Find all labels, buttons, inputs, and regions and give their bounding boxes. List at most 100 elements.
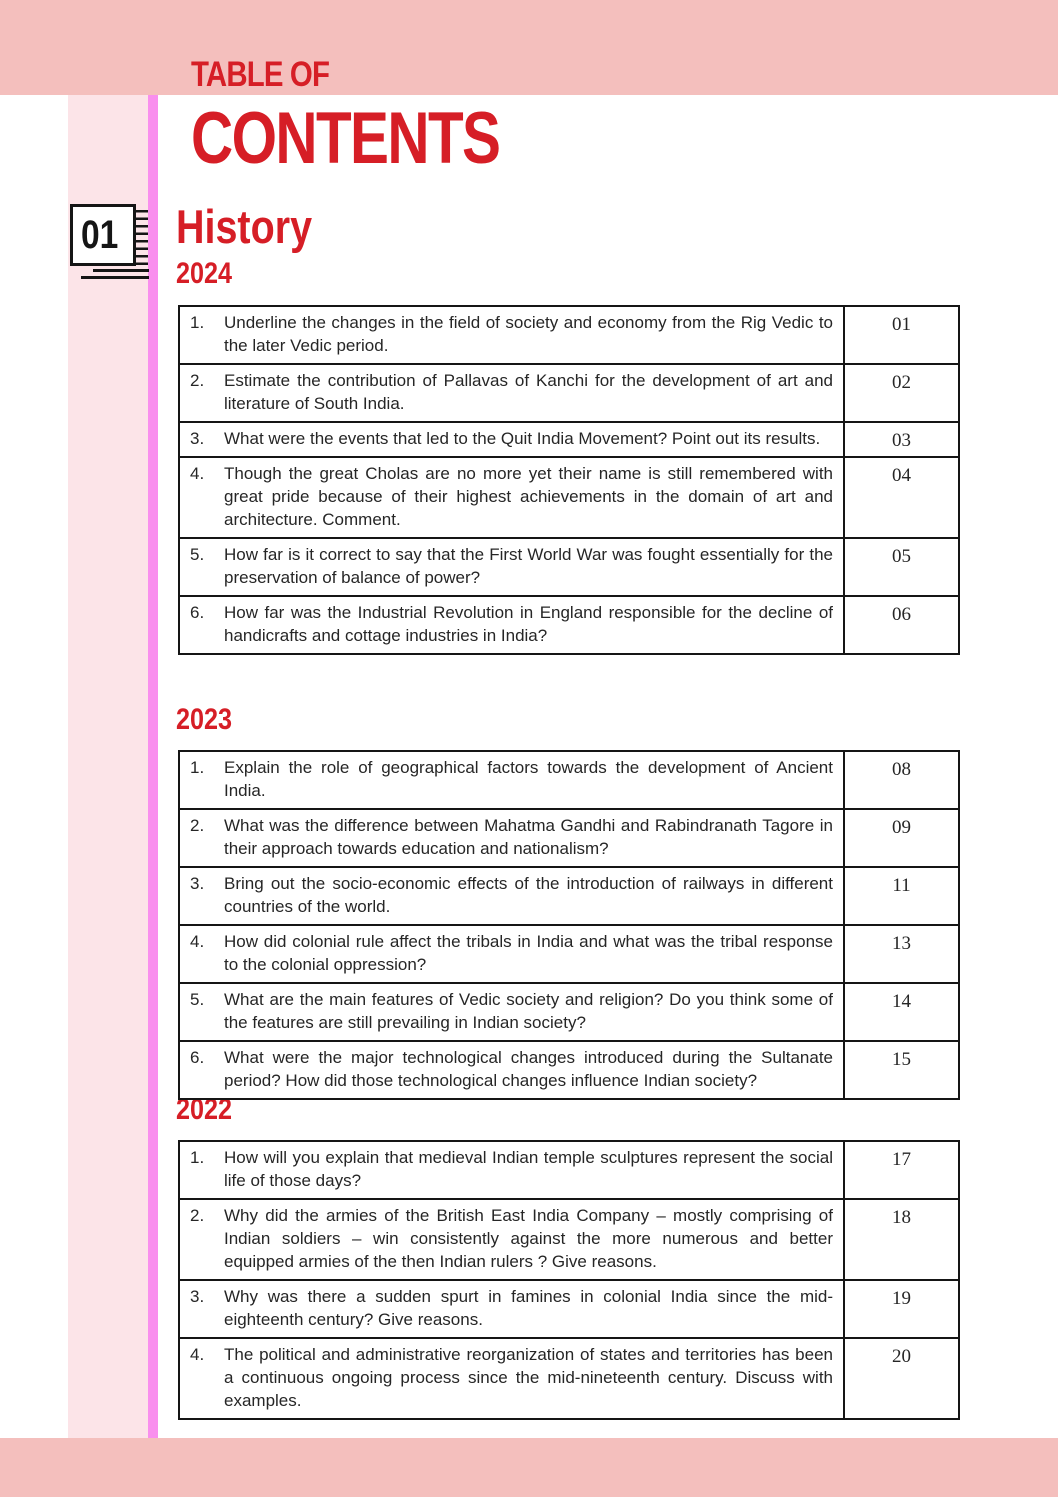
question-cell: 3. Why was there a sudden spurt in famin… — [180, 1281, 843, 1337]
question-text: Bring out the socio-economic effects of … — [224, 874, 833, 916]
table-row: 4. The political and administrative reor… — [180, 1337, 958, 1418]
table-row: 6. What were the major technological cha… — [180, 1040, 958, 1098]
questions-table-2022: 1. How will you explain that medieval In… — [178, 1140, 960, 1420]
page-number: 13 — [843, 926, 958, 982]
subject-heading-text: History — [176, 200, 313, 253]
year-heading-2024: 2024 — [176, 258, 243, 290]
left-pink-column — [68, 95, 148, 1438]
question-number: 4. — [190, 1345, 205, 1364]
page-number: 04 — [843, 458, 958, 537]
page-number: 15 — [843, 1042, 958, 1098]
table-row: 5. How far is it correct to say that the… — [180, 537, 958, 595]
page-number: 19 — [843, 1281, 958, 1337]
question-number: 6. — [190, 1048, 205, 1067]
question-cell: 3. What were the events that led to the … — [180, 423, 843, 456]
question-text: How will you explain that medieval India… — [224, 1148, 833, 1190]
page-number: 08 — [843, 752, 958, 808]
question-text: Why did the armies of the British East I… — [224, 1206, 833, 1271]
page-number: 20 — [843, 1339, 958, 1418]
question-number: 1. — [190, 758, 205, 777]
table-row: 6. How far was the Industrial Revolution… — [180, 595, 958, 653]
table-row: 2. What was the difference between Mahat… — [180, 808, 958, 866]
page-number: 11 — [843, 868, 958, 924]
badge-underline — [93, 269, 149, 272]
table-row: 2. Why did the armies of the British Eas… — [180, 1198, 958, 1279]
table-row: 3. Why was there a sudden spurt in famin… — [180, 1279, 958, 1337]
question-number: 3. — [190, 429, 205, 448]
table-row: 1. Explain the role of geographical fact… — [180, 752, 958, 808]
table-row: 2. Estimate the contribution of Pallavas… — [180, 363, 958, 421]
table-row: 3. Bring out the socio-economic effects … — [180, 866, 958, 924]
question-cell: 5. How far is it correct to say that the… — [180, 539, 843, 595]
question-number: 4. — [190, 932, 205, 951]
page-number: 06 — [843, 597, 958, 653]
page-number: 18 — [843, 1200, 958, 1279]
question-number: 5. — [190, 545, 205, 564]
year-heading-2023: 2023 — [176, 704, 243, 736]
question-cell: 2. What was the difference between Mahat… — [180, 810, 843, 866]
year-heading-text: 2023 — [176, 703, 233, 736]
question-cell: 3. Bring out the socio-economic effects … — [180, 868, 843, 924]
question-cell: 1. Underline the changes in the field of… — [180, 307, 843, 363]
page-number: 17 — [843, 1142, 958, 1198]
question-number: 3. — [190, 874, 205, 893]
question-cell: 4. The political and administrative reor… — [180, 1339, 843, 1418]
question-text: What was the difference between Mahatma … — [224, 816, 833, 858]
question-cell: 2. Estimate the contribution of Pallavas… — [180, 365, 843, 421]
page-number: 01 — [843, 307, 958, 363]
bottom-color-band — [0, 1438, 1058, 1497]
question-text: Underline the changes in the field of so… — [224, 313, 833, 355]
question-cell: 1. Explain the role of geographical fact… — [180, 752, 843, 808]
questions-table-2023: 1. Explain the role of geographical fact… — [178, 750, 960, 1100]
question-number: 2. — [190, 816, 205, 835]
question-number: 2. — [190, 371, 205, 390]
question-text: How far was the Industrial Revolution in… — [224, 603, 833, 645]
question-text: Explain the role of geographical factors… — [224, 758, 833, 800]
subject-heading: History — [176, 202, 338, 252]
table-row: 1. Underline the changes in the field of… — [180, 307, 958, 363]
question-number: 1. — [190, 1148, 205, 1167]
question-number: 5. — [190, 990, 205, 1009]
page-number: 09 — [843, 810, 958, 866]
question-number: 1. — [190, 313, 205, 332]
table-row: 1. How will you explain that medieval In… — [180, 1142, 958, 1198]
question-number: 3. — [190, 1287, 205, 1306]
question-cell: 5. What are the main features of Vedic s… — [180, 984, 843, 1040]
page-number: 14 — [843, 984, 958, 1040]
page-number: 02 — [843, 365, 958, 421]
question-cell: 1. How will you explain that medieval In… — [180, 1142, 843, 1198]
question-cell: 4. Though the great Cholas are no more y… — [180, 458, 843, 537]
page-title-line2-text: CONTENTS — [191, 98, 501, 179]
question-cell: 2. Why did the armies of the British Eas… — [180, 1200, 843, 1279]
question-text: The political and administrative reorgan… — [224, 1345, 833, 1410]
question-text: Estimate the contribution of Pallavas of… — [224, 371, 833, 413]
question-cell: 6. How far was the Industrial Revolution… — [180, 597, 843, 653]
questions-table-2024: 1. Underline the changes in the field of… — [178, 305, 960, 655]
question-text: What were the events that led to the Qui… — [224, 429, 821, 448]
question-cell: 6. What were the major technological cha… — [180, 1042, 843, 1098]
question-text: Why was there a sudden spurt in famines … — [224, 1287, 833, 1329]
table-row: 4. Though the great Cholas are no more y… — [180, 456, 958, 537]
table-row: 5. What are the main features of Vedic s… — [180, 982, 958, 1040]
question-text: Though the great Cholas are no more yet … — [224, 464, 833, 529]
page-number: 05 — [843, 539, 958, 595]
question-number: 6. — [190, 603, 205, 622]
question-text: How far is it correct to say that the Fi… — [224, 545, 833, 587]
table-row: 3. What were the events that led to the … — [180, 421, 958, 456]
top-color-band — [0, 0, 1058, 95]
question-number: 2. — [190, 1206, 205, 1225]
year-heading-text: 2024 — [176, 257, 233, 290]
question-text: What were the major technological change… — [224, 1048, 833, 1090]
question-text: How did colonial rule affect the tribals… — [224, 932, 833, 974]
badge-stacked-lines-icon — [133, 210, 148, 266]
page-title-line2: CONTENTS — [191, 102, 577, 175]
page-title-line1: TABLE OF — [191, 57, 355, 92]
badge-underline — [81, 276, 149, 279]
table-row: 4. How did colonial rule affect the trib… — [180, 924, 958, 982]
chapter-number-badge: 01 — [70, 204, 149, 279]
question-cell: 4. How did colonial rule affect the trib… — [180, 926, 843, 982]
left-magenta-stripe — [148, 95, 158, 1438]
question-number: 4. — [190, 464, 205, 483]
chapter-number: 01 — [80, 212, 119, 257]
page-number: 03 — [843, 423, 958, 456]
